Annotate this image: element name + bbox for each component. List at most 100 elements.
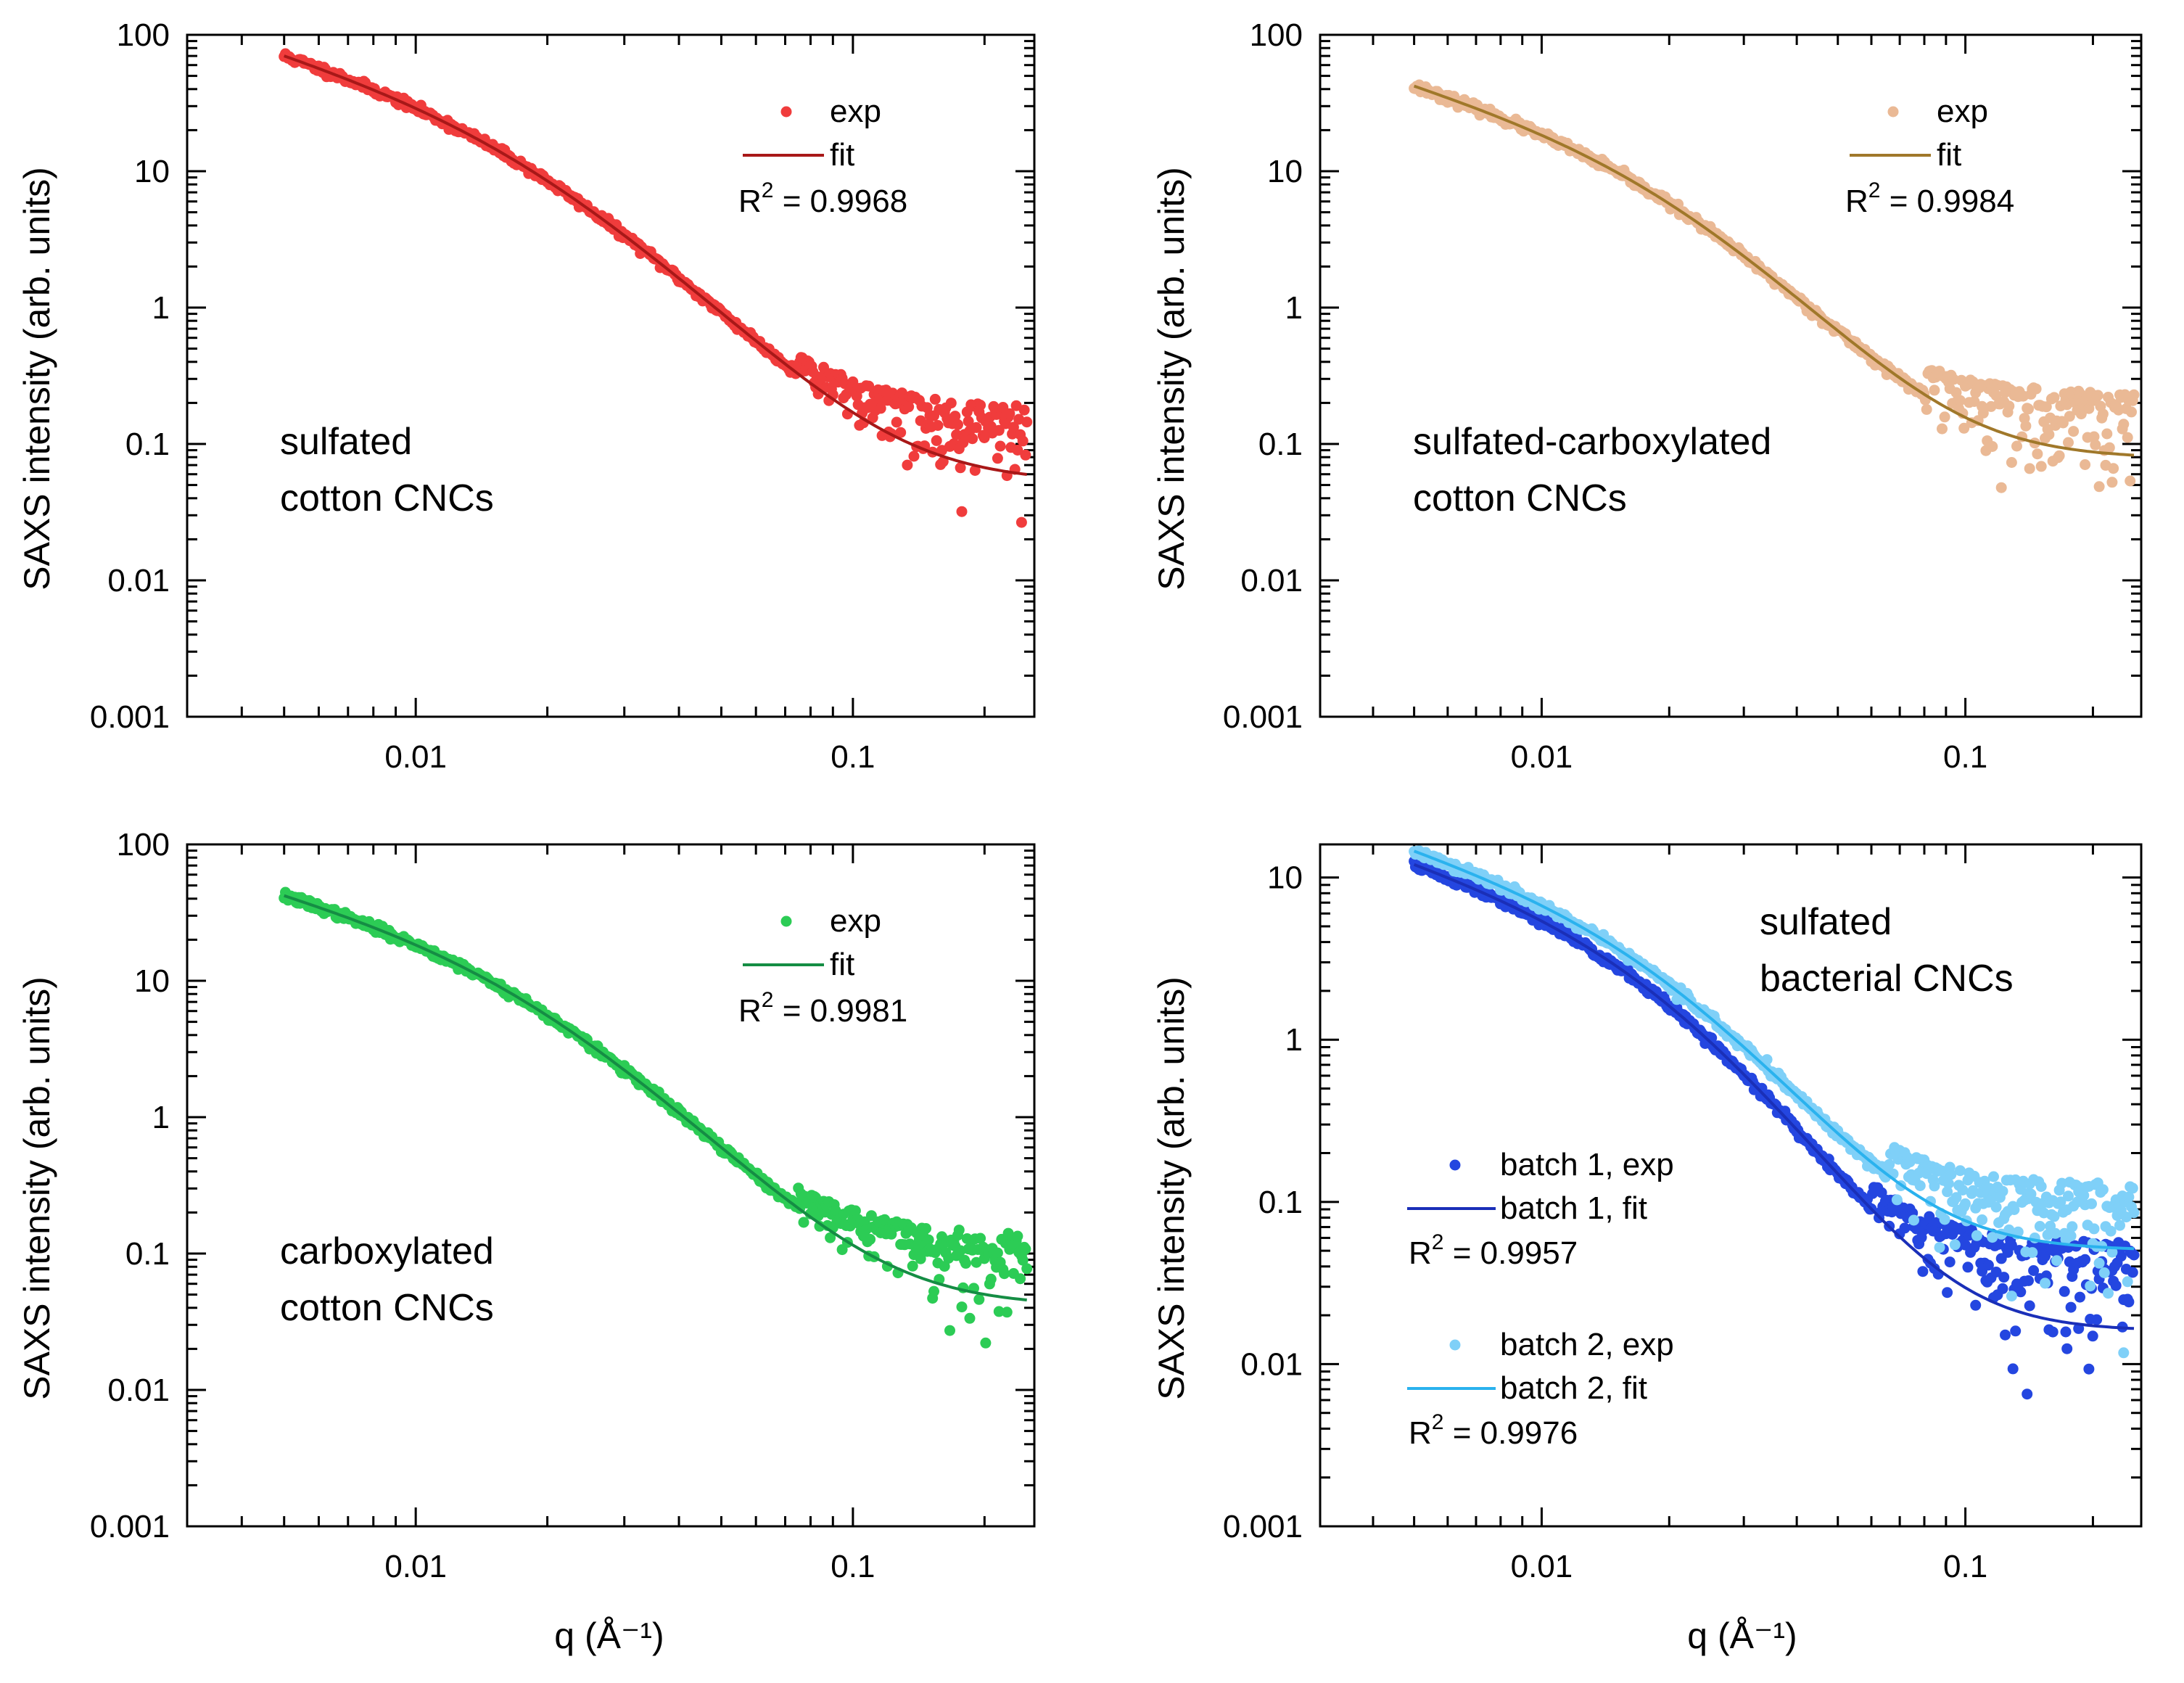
exp-point	[2126, 406, 2137, 418]
legend-fit-label: fit	[830, 947, 854, 982]
exp-point	[1962, 1262, 1974, 1273]
exp-point	[903, 401, 915, 413]
exp-point	[2110, 1280, 2122, 1291]
exp-point	[2127, 1182, 2138, 1194]
exp-point	[1010, 400, 1022, 411]
panel-sulfated-bacterial: 0.001 0.01 0.1 1 10 0.01 0.1 sulfated bacterial …	[1223, 843, 2143, 1584]
ticks	[186, 33, 1034, 718]
exp-point	[992, 1247, 1003, 1259]
legend-exp-label: batch 2, exp	[1500, 1327, 1674, 1362]
exp-point	[2097, 408, 2109, 420]
x-tick-label: 0.1	[1943, 1549, 1987, 1584]
exp-point	[2064, 411, 2075, 422]
x-tick-label: 0.01	[1511, 739, 1573, 775]
exp-point	[923, 1234, 934, 1246]
y-tick-label: 1	[1285, 290, 1303, 326]
ticks	[1319, 33, 2141, 718]
exp-point	[951, 429, 963, 440]
exp-point	[2063, 1190, 2074, 1202]
exp-point	[955, 462, 966, 474]
x-tick-label: 0.01	[1511, 1549, 1573, 1584]
exp-point	[2118, 1347, 2130, 1359]
exp-point	[1021, 416, 1033, 428]
exp-point	[863, 380, 875, 392]
exp-point	[2066, 1221, 2078, 1233]
exp-point	[952, 419, 963, 430]
legend-exp-marker	[780, 915, 792, 927]
exp-point	[2078, 1190, 2090, 1201]
exp-point	[975, 400, 986, 411]
exp-point	[1939, 1214, 1950, 1225]
exp-point	[2061, 1343, 2073, 1354]
exp-point	[2068, 426, 2080, 437]
exp-point	[1977, 1214, 1988, 1225]
exp-point	[2008, 1204, 2020, 1215]
exp-point	[865, 1233, 876, 1245]
x-tick-label: 0.1	[1943, 739, 1987, 775]
exp-point	[1957, 1185, 1969, 1196]
exp-point	[1987, 441, 1998, 452]
x-tick-label: 0.01	[384, 1549, 447, 1584]
exp-point	[2122, 432, 2133, 443]
exp-point	[1021, 1263, 1033, 1275]
exp-point	[1929, 1180, 1940, 1192]
exp-point	[2114, 1219, 2125, 1231]
legend-fit-label: batch 2, fit	[1500, 1370, 1647, 1406]
exp-point	[2012, 1226, 2024, 1238]
fit-line-batch-1	[1413, 863, 2135, 1330]
exp-point	[978, 432, 990, 443]
panel-carboxylated-cotton: 0.001 0.01 0.1 1 10 100 0.01 0.1 carboxylated cot…	[90, 827, 1036, 1584]
y-tick-label: 1	[152, 290, 170, 326]
exp-point	[1921, 403, 1932, 415]
exp-point	[2106, 477, 2118, 488]
y-tick-label: 0.001	[90, 699, 170, 735]
exp-point	[1007, 421, 1019, 433]
exp-point	[2032, 448, 2043, 460]
exp-point	[1944, 1256, 1956, 1268]
x-tick-label: 0.1	[831, 739, 875, 775]
y-tick-label: 10	[1267, 860, 1303, 896]
exp-point	[1017, 1254, 1029, 1266]
ticks	[1319, 844, 2141, 1528]
sample-label-line: cotton CNCs	[280, 1287, 494, 1329]
y-tick-label: 0.1	[125, 427, 170, 462]
y-tick-label: 10	[134, 963, 170, 999]
exp-point	[2122, 1276, 2133, 1288]
legend-r2: R2 = 0.9981	[738, 988, 907, 1029]
y-tick-label: 0.01	[1240, 563, 1303, 598]
exp-point	[2025, 1188, 2037, 1200]
legend: exp fit R2 = 0.9981	[738, 903, 907, 1029]
exp-point	[2085, 1280, 2096, 1292]
exp-point	[908, 450, 920, 462]
legend-fit-label: fit	[830, 137, 854, 173]
exp-point	[1945, 1169, 1957, 1180]
exp-point	[2101, 428, 2113, 440]
exp-point	[2030, 383, 2042, 395]
exp-point	[2063, 437, 2074, 448]
y-axis-title-top-right: SAXS intensity (arb. units)	[1151, 167, 1192, 591]
exp-point	[2105, 1225, 2117, 1237]
exp-point	[2090, 439, 2101, 450]
exp-point	[960, 1257, 971, 1269]
exp-point	[2024, 1300, 2035, 1312]
legend: batch 1, exp batch 1, fit R2 = 0.9957 batch…	[1407, 1147, 1674, 1451]
y-axis-title-bottom-right: SAXS intensity (arb. units)	[1151, 976, 1192, 1400]
exp-point	[2123, 1191, 2135, 1203]
exp-point	[1990, 1201, 2002, 1213]
exp-point	[944, 1325, 955, 1336]
exp-point	[1977, 407, 1989, 419]
exp-point	[2020, 420, 2032, 432]
exp-point	[2074, 1291, 2085, 1303]
exp-point	[1958, 422, 1970, 434]
x-tick-label: 0.01	[384, 739, 447, 775]
exp-point	[992, 453, 1003, 464]
exp-point	[945, 398, 957, 409]
exp-point	[1954, 395, 1966, 406]
exp-point	[2127, 1267, 2138, 1278]
y-tick-label: 1	[1285, 1022, 1303, 1058]
exp-point	[1015, 517, 1027, 528]
exp-point	[1020, 1243, 1031, 1255]
exp-point	[895, 427, 907, 438]
sample-label-line: sulfated	[1760, 901, 1892, 943]
legend-exp-label: exp	[830, 903, 881, 939]
